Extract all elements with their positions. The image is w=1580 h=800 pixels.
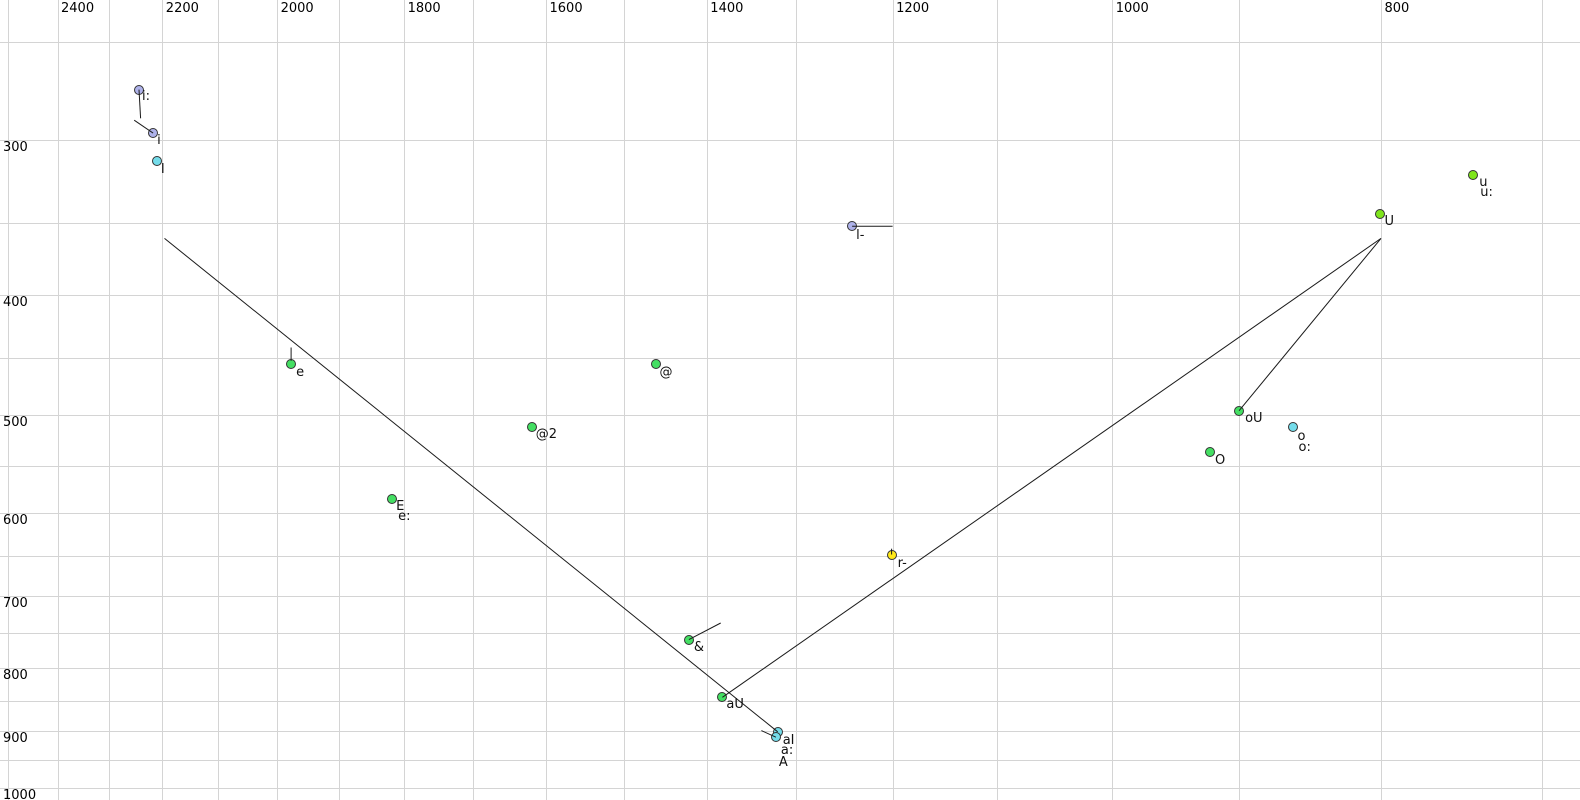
gridline-y-500	[0, 415, 1580, 417]
vowel-point-O	[1205, 446, 1215, 457]
vowel-label-i:: i:	[142, 88, 150, 104]
vowel-point-I	[151, 156, 162, 167]
gridline-x-1100	[997, 0, 999, 800]
vowel-label-o:: o:	[1298, 439, 1311, 455]
vowel-point-e	[286, 359, 297, 370]
vowel-label-l-: l-	[856, 228, 865, 244]
gridline-x-1500	[623, 0, 625, 800]
gridline-x-1000	[1112, 0, 1114, 800]
x-axis-tick-800: 800	[1384, 1, 1410, 16]
gridline-y-550	[0, 466, 1580, 468]
gridline-x-1300	[796, 0, 798, 800]
gridline-x-2100	[218, 0, 220, 800]
x-axis-tick-1600: 1600	[549, 1, 583, 16]
vowel-label-A: A	[778, 755, 788, 771]
x-axis-tick-1200: 1200	[896, 1, 930, 16]
gridline-y-950	[0, 760, 1580, 762]
y-axis-tick-700: 700	[3, 596, 28, 611]
vowel-label-u: u	[1479, 175, 1488, 190]
x-axis-tick-1800: 1800	[407, 1, 441, 16]
y-axis-tick-1000: 1000	[3, 787, 37, 800]
gridline-y-700	[0, 596, 1580, 597]
gridline-y-450	[0, 358, 1580, 360]
trajectory-oU-glide	[1238, 238, 1382, 412]
vowel-point-U	[1374, 208, 1385, 219]
gridline-y-600	[0, 513, 1580, 515]
vowel-point-u	[1468, 170, 1479, 180]
vowel-point-&	[683, 634, 694, 645]
vowel-label-aU: aU	[726, 697, 744, 713]
y-axis-tick-500: 500	[3, 415, 28, 431]
x-axis-tick-2400: 2400	[61, 1, 95, 16]
vowel-label-@2: @2	[535, 426, 558, 442]
vowel-label-oU: oU	[1245, 410, 1263, 426]
vowel-label-O: O	[1215, 452, 1226, 468]
vowel-label-o: o	[1297, 428, 1306, 444]
gridline-y-250	[0, 42, 1580, 44]
x-axis-tick-1000: 1000	[1115, 1, 1149, 16]
gridline-x-900	[1239, 0, 1241, 800]
y-axis-tick-300: 300	[3, 140, 28, 156]
vowel-label-U: U	[1384, 213, 1395, 229]
vowel-label-@: @	[659, 365, 673, 381]
gridline-y-900	[0, 731, 1580, 733]
vowel-label-u:: u:	[1480, 185, 1493, 200]
y-axis-tick-400: 400	[3, 295, 28, 310]
y-axis-tick-800: 800	[3, 667, 28, 683]
gridline-x-1600	[546, 0, 547, 800]
gridline-x-700	[1541, 0, 1543, 800]
gridline-y-650	[0, 556, 1580, 558]
gridline-y-400	[0, 295, 1580, 296]
gridline-x-800	[1381, 0, 1382, 800]
vowel-point-r-	[886, 549, 897, 560]
gridline-x-2400	[57, 0, 59, 800]
gridline-y-850	[0, 700, 1580, 702]
vowel-point-oU	[1234, 405, 1245, 416]
vowel-label-&: &	[693, 639, 705, 655]
trajectory-&-tail	[688, 622, 721, 641]
gridline-x-1400	[706, 0, 708, 800]
gridline-x-2200	[162, 0, 164, 800]
x-axis-tick-2000: 2000	[280, 1, 314, 16]
y-axis-tick-900: 900	[3, 731, 28, 747]
gridline-y-350	[0, 223, 1580, 225]
vowel-point-o	[1287, 421, 1298, 432]
vowel-label-a:: a:	[780, 743, 794, 759]
vowel-label-E: E	[396, 498, 405, 514]
vowel-label-aI: aI	[782, 732, 795, 748]
x-axis-tick-2200: 2200	[165, 1, 199, 16]
gridline-x-2500	[8, 0, 10, 800]
vowel-label-I: I	[160, 162, 165, 178]
gridline-x-1900	[338, 0, 340, 800]
vowel-point-a:	[770, 732, 781, 743]
gridline-x-1200	[892, 0, 894, 800]
gridline-y-300	[0, 140, 1580, 142]
gridline-x-1800	[404, 0, 406, 800]
gridline-x-2300	[108, 0, 110, 800]
gridline-y-1000	[0, 787, 1580, 789]
trajectory-aI-glide	[164, 238, 779, 733]
vowel-label-i: i	[157, 133, 161, 149]
gridline-y-800	[0, 667, 1580, 669]
trajectory-aU-glide	[722, 237, 1382, 698]
gridline-y-750	[0, 633, 1580, 635]
y-axis-tick-600: 600	[3, 513, 28, 529]
gridline-x-2000	[277, 0, 279, 800]
vowel-label-e: e	[296, 365, 305, 381]
x-axis-tick-1400: 1400	[710, 1, 744, 16]
gridline-x-1700	[472, 0, 474, 800]
vowel-label-e:: e:	[398, 508, 411, 524]
vowel-label-r-: r-	[897, 555, 907, 571]
